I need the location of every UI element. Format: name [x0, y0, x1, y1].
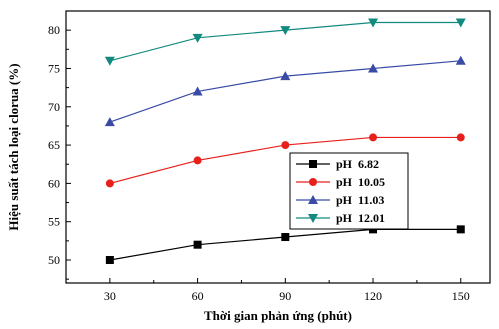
- data-point: [456, 225, 465, 234]
- data-point: [455, 18, 466, 28]
- x-tick-label: 30: [104, 289, 116, 303]
- y-tick-label: 60: [48, 176, 60, 190]
- x-tick-label: 150: [452, 289, 470, 303]
- data-point: [281, 233, 290, 242]
- legend-label: pH 11.03: [336, 193, 384, 207]
- series-2: [105, 133, 465, 188]
- data-point: [369, 133, 378, 142]
- legend-item: pH 6.82: [296, 157, 379, 171]
- data-point: [280, 71, 291, 81]
- data-point: [193, 240, 202, 249]
- data-point: [104, 56, 115, 66]
- legend-label: pH 10.05: [336, 175, 385, 189]
- y-tick-label: 55: [48, 215, 60, 229]
- y-tick-label: 75: [48, 61, 60, 75]
- series-3: [104, 55, 466, 127]
- y-axis-label: Hiệu suất tách loại clorua (%): [6, 63, 21, 230]
- legend-item: pH 11.03: [296, 193, 384, 207]
- x-tick-label: 60: [192, 289, 204, 303]
- data-point: [280, 26, 291, 36]
- legend-label: pH 6.82: [336, 157, 379, 171]
- data-point: [455, 55, 466, 65]
- y-tick-label: 80: [48, 23, 60, 37]
- data-point: [192, 86, 203, 96]
- legend: pH 6.82 pH 10.05 pH 11.03 pH 12.01: [289, 152, 409, 230]
- legend-marker: [309, 160, 317, 168]
- y-tick-label: 65: [48, 138, 60, 152]
- legend-label: pH 12.01: [336, 211, 385, 225]
- series-4: [104, 18, 466, 66]
- y-tick-label: 70: [48, 100, 60, 114]
- legend-item: pH 12.01: [296, 211, 385, 225]
- legend-marker: [308, 214, 318, 223]
- data-point: [192, 33, 203, 43]
- plot-frame: [65, 10, 491, 284]
- series-layer: [104, 18, 466, 265]
- data-point: [456, 133, 465, 142]
- plot-axes: 50 55 60 65 70 75 80 30 60 90 120 150: [48, 10, 491, 303]
- y-tick-label: 50: [48, 253, 60, 267]
- x-axis-label: Thời gian phản ứng (phút): [204, 308, 352, 323]
- legend-item: pH 10.05: [296, 175, 385, 189]
- data-point: [104, 117, 115, 127]
- data-point: [193, 156, 202, 165]
- series-line: [109, 60, 461, 123]
- data-point: [368, 63, 379, 73]
- legend-marker: [309, 178, 317, 186]
- data-point: [105, 179, 114, 188]
- x-tick-label: 90: [279, 289, 291, 303]
- series-1: [105, 225, 465, 265]
- x-tick-label: 120: [364, 289, 382, 303]
- data-point: [105, 256, 114, 265]
- legend-marker: [308, 195, 318, 204]
- data-point: [368, 18, 379, 28]
- data-point: [281, 141, 290, 150]
